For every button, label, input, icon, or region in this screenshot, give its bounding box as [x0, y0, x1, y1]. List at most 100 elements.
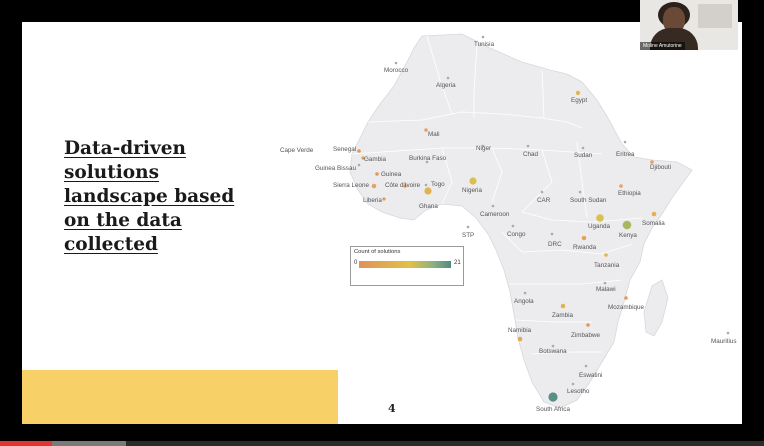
label-angola: Angola	[514, 298, 534, 305]
label-botswana: Botswana	[539, 348, 567, 355]
label-south-sudan: South Sudan	[570, 197, 607, 204]
marker-guinea	[375, 172, 379, 176]
marker-mozambique	[624, 296, 628, 300]
label-liberia: Liberia	[363, 197, 382, 204]
label-mozambique: Mozambique	[608, 304, 645, 311]
marker-liberia	[382, 197, 386, 201]
map-borders	[351, 35, 643, 355]
marker-tunisia	[481, 35, 485, 39]
label-cape-verde: Cape Verde	[280, 147, 314, 154]
country-markers	[357, 35, 730, 402]
participant-name-label: Moline Amutorine	[640, 42, 685, 50]
madagascar-landmass	[643, 279, 669, 337]
label-stp: STP	[462, 232, 474, 239]
marker-kenya	[622, 220, 632, 230]
label-djibouti: Djibouti	[650, 164, 671, 171]
marker-ethiopia	[619, 184, 623, 188]
marker-niger	[481, 144, 485, 148]
marker-angola	[523, 291, 527, 295]
marker-namibia	[517, 336, 523, 342]
label-lesotho: Lesotho	[567, 388, 590, 395]
africa-landmass	[349, 33, 693, 409]
label-gambia: Gambia	[364, 156, 387, 163]
marker-mauritius	[726, 331, 730, 335]
marker-car	[540, 190, 544, 194]
marker-ghana	[424, 187, 432, 195]
label-tunisia: Tunisia	[474, 41, 495, 48]
marker-guinea-bissau	[357, 163, 361, 167]
label-mauritius: Mauritius	[711, 338, 737, 345]
marker-sudan	[581, 146, 585, 150]
marker-chad	[526, 144, 530, 148]
legend-color-scale	[359, 261, 451, 268]
marker-botswana	[551, 344, 555, 348]
marker-drc	[550, 232, 554, 236]
label-eswatini: Eswatini	[579, 372, 602, 379]
label-uganda: Uganda	[588, 223, 611, 230]
legend-title: Count of solutions	[354, 249, 401, 255]
marker-eswatini	[584, 364, 588, 368]
marker-eritrea	[623, 140, 627, 144]
marker-uganda	[596, 214, 604, 222]
label-sierra-leone: Sierra Leone	[333, 182, 370, 189]
label-tanzania: Tanzania	[594, 262, 620, 269]
marker-egypt	[575, 90, 581, 96]
label-mali: Mali	[428, 131, 440, 138]
webcam-thumbnail[interactable]: Moline Amutorine	[640, 0, 738, 50]
webcam-background	[698, 4, 732, 28]
label-chad: Chad	[523, 151, 539, 158]
label-togo: Togo	[431, 181, 445, 188]
marker-congo	[511, 224, 515, 228]
label-somalia: Somalia	[642, 220, 665, 227]
marker-cote-divoire	[403, 184, 407, 188]
marker-stp	[466, 225, 470, 229]
label-burkina-faso: Burkina Faso	[409, 155, 447, 162]
label-guinea: Guinea	[381, 171, 402, 178]
country-labels: Tunisia Morocco Algeria Egypt Mali Cape …	[280, 41, 737, 413]
label-cameroon: Cameroon	[480, 211, 510, 218]
progress-played	[0, 441, 52, 446]
progress-buffered	[52, 441, 126, 446]
marker-nigeria	[469, 177, 477, 185]
label-nigeria: Nigeria	[462, 187, 482, 194]
marker-south-sudan	[578, 190, 582, 194]
video-progress-bar[interactable]	[0, 441, 764, 446]
label-sudan: Sudan	[574, 152, 593, 159]
label-algeria: Algeria	[436, 82, 456, 89]
marker-burkina-faso	[425, 160, 429, 164]
label-rwanda: Rwanda	[573, 244, 597, 251]
marker-somalia	[651, 211, 657, 217]
marker-gambia	[361, 156, 365, 160]
label-malawi: Malawi	[596, 286, 616, 293]
marker-togo	[424, 183, 428, 187]
label-drc: DRC	[548, 241, 562, 248]
marker-zambia	[560, 303, 566, 309]
marker-lesotho	[571, 382, 575, 386]
marker-djibouti	[650, 160, 654, 164]
marker-algeria	[446, 76, 450, 80]
webcam-person-face	[663, 7, 685, 33]
marker-cameroon	[491, 204, 495, 208]
label-ethiopia: Ethiopia	[618, 190, 641, 197]
label-eritrea: Eritrea	[616, 151, 635, 158]
label-guinea-bissau: Guinea Bissau	[315, 165, 356, 172]
legend-max-value: 21	[454, 260, 461, 266]
marker-zimbabwe	[586, 323, 590, 327]
label-zambia: Zambia	[552, 312, 573, 319]
label-south-africa: South Africa	[536, 406, 570, 413]
marker-mali	[424, 128, 428, 132]
label-congo: Congo	[507, 231, 526, 238]
marker-malawi	[603, 281, 607, 285]
africa-map: Tunisia Morocco Algeria Egypt Mali Cape …	[280, 33, 737, 413]
accent-block	[22, 370, 338, 424]
label-senegal: Senegal	[333, 146, 356, 153]
marker-senegal	[357, 149, 361, 153]
marker-tanzania	[604, 253, 608, 257]
label-kenya: Kenya	[619, 232, 637, 239]
marker-sierra-leone	[371, 183, 377, 189]
marker-south-africa	[548, 392, 558, 402]
label-cote-divoire: Côte d'Ivoire	[385, 182, 421, 189]
page-number: 4	[388, 402, 396, 415]
marker-morocco	[394, 61, 398, 65]
label-zimbabwe: Zimbabwe	[571, 332, 601, 339]
